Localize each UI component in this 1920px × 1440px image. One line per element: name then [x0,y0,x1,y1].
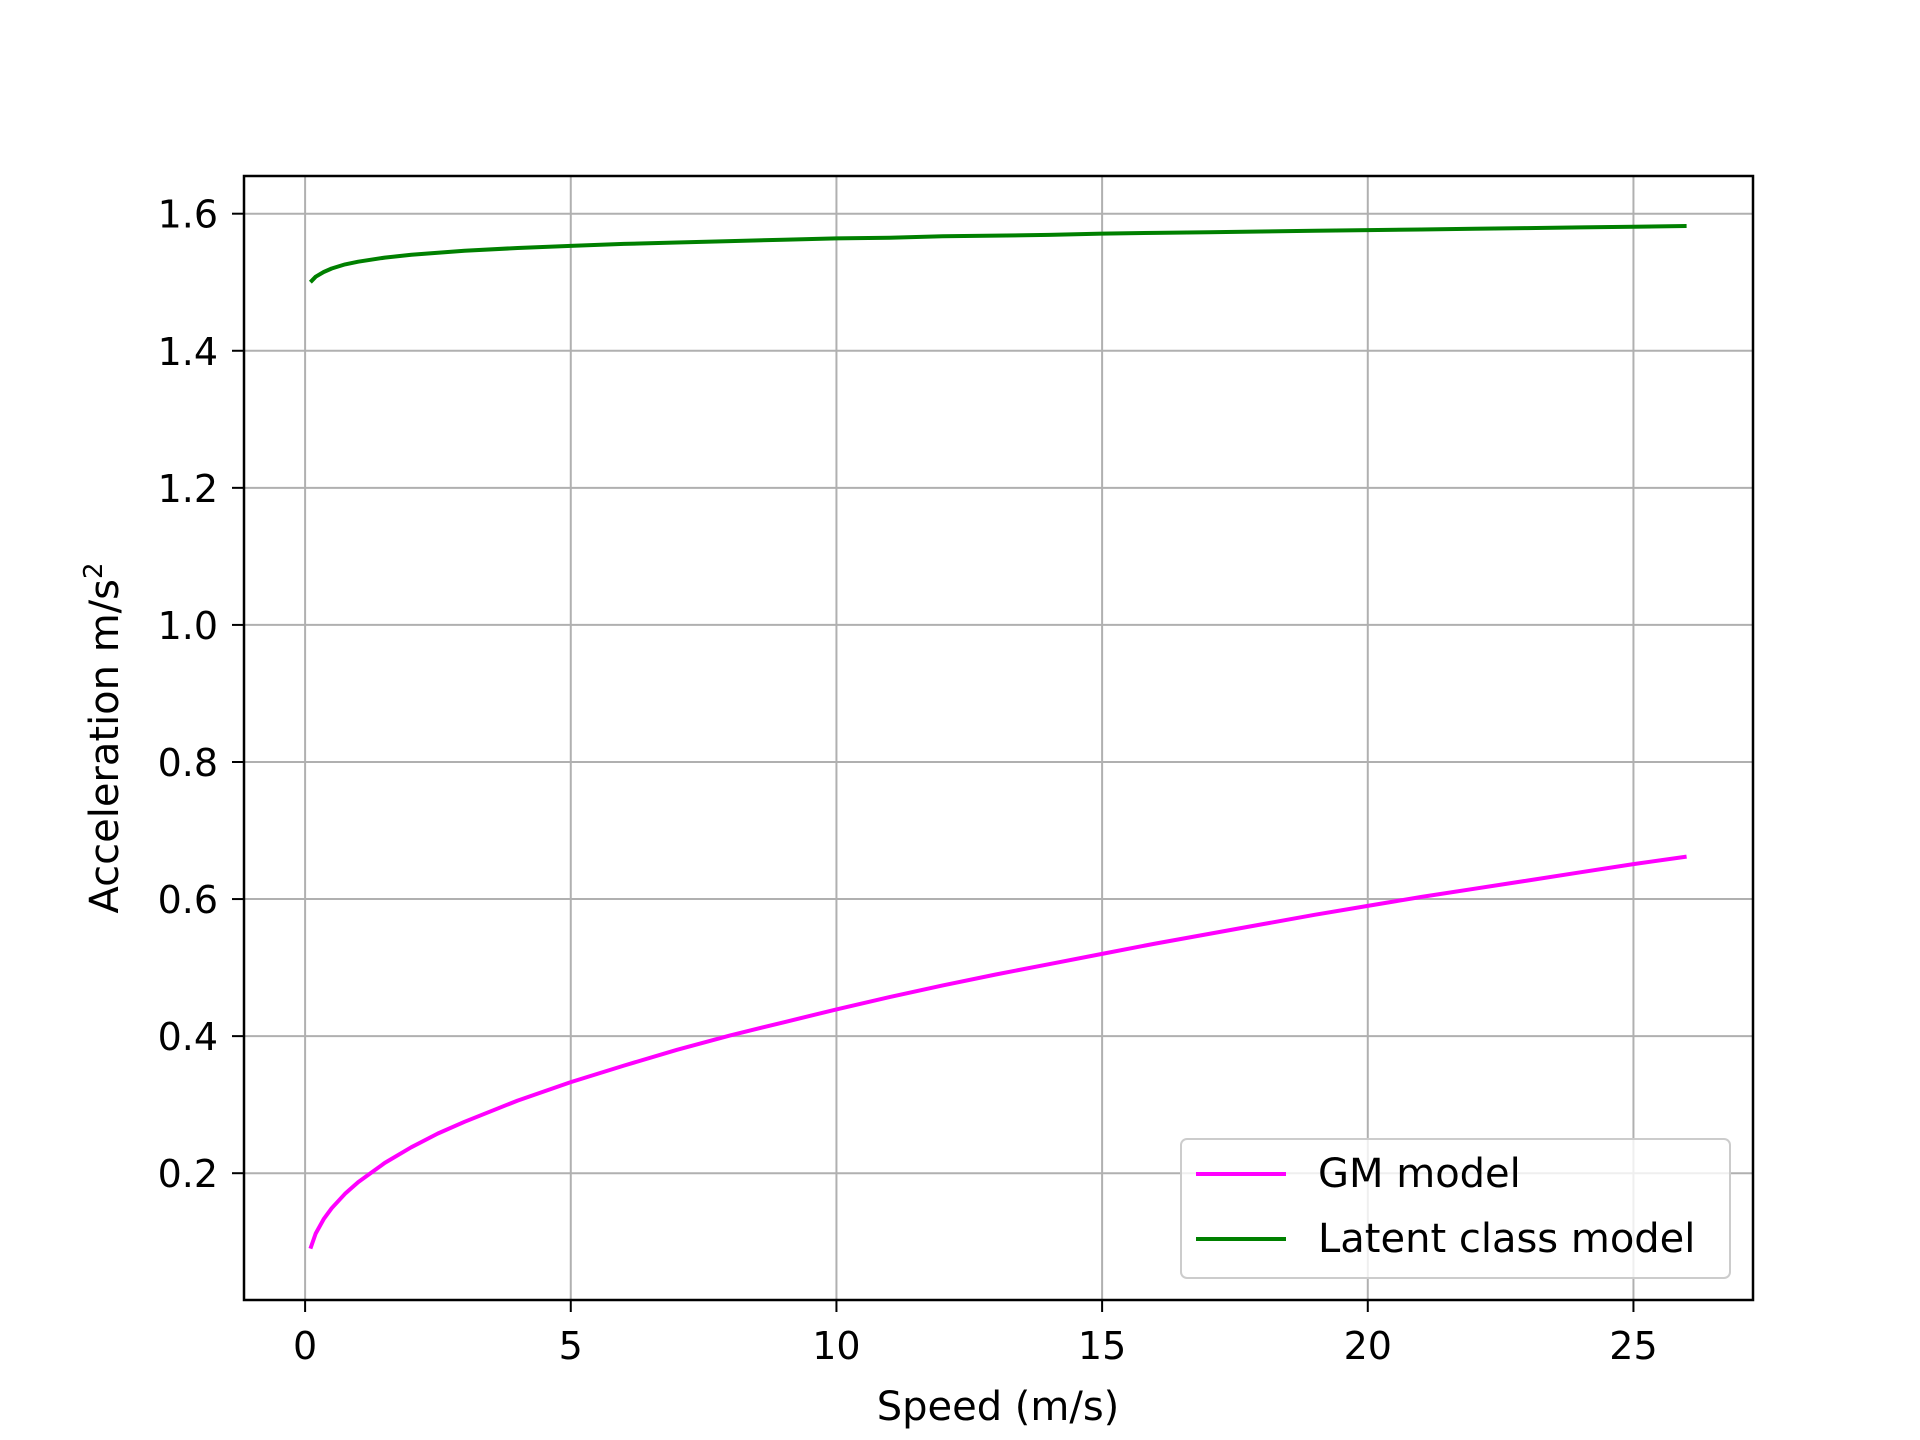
legend: GM model Latent class model [1180,1138,1731,1279]
y-axis-label-main: Acceleration m/s [82,579,128,914]
plot-area-frame [242,174,1755,1302]
x-tick-label: 10 [812,1324,860,1368]
series-line-latent-class-model [308,224,1687,284]
y-tick-label: 0.2 [158,1152,218,1196]
x-tick-label: 15 [1078,1324,1126,1368]
x-tick-label: 5 [559,1324,583,1368]
y-axis-label-superscript: 2 [79,562,109,579]
x-tick-label: 25 [1609,1324,1657,1368]
series-line-gm-model [308,854,1687,1250]
series-lines [308,224,1687,1250]
legend-box [1180,1138,1731,1279]
x-axis-label: Speed (m/s) [877,1384,1120,1430]
y-tick-label: 1.2 [158,467,218,511]
y-axis-label: Acceleration m/s2 [79,562,128,913]
legend-label-latent-class-model: Latent class model [1318,1216,1695,1262]
y-tick-label: 0.8 [158,741,218,785]
grid-lines [244,176,1753,1300]
y-tick-label: 0.6 [158,878,218,922]
y-tick-label: 1.6 [158,193,218,237]
legend-label-gm-model: GM model [1318,1151,1521,1197]
x-tick-label: 0 [293,1324,317,1368]
axis-ticks: 0 5 10 15 20 25 0.2 0.4 0.6 0.8 1.0 1.2 1.4 1.6 [158,193,1658,1368]
y-tick-label: 1.0 [158,604,218,648]
y-tick-label: 1.4 [158,330,218,374]
y-tick-label: 0.4 [158,1015,218,1059]
x-tick-label: 20 [1344,1324,1392,1368]
